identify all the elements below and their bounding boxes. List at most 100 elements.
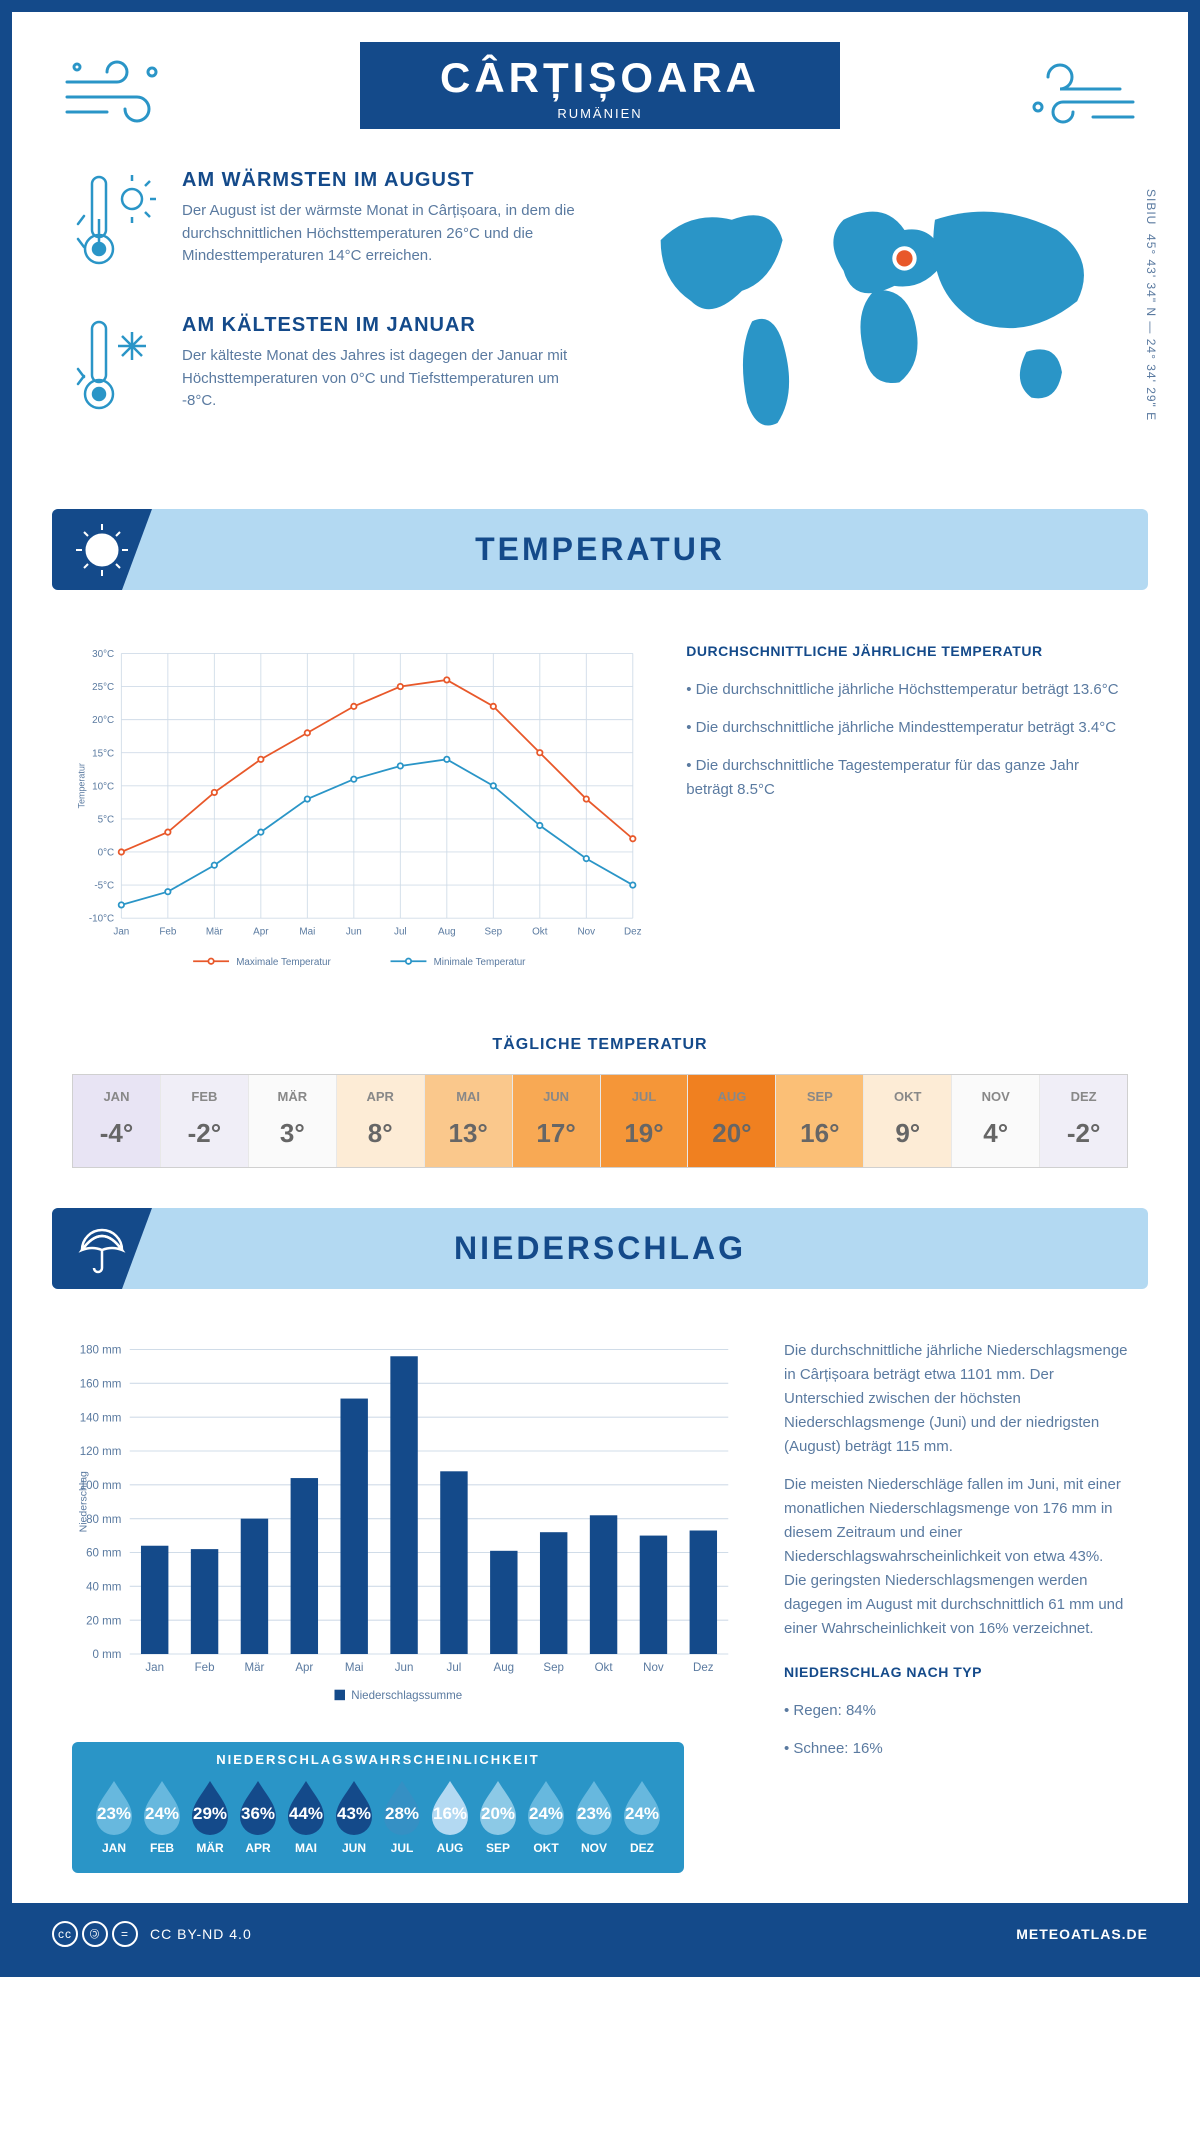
svg-text:Apr: Apr <box>253 926 269 937</box>
svg-text:44%: 44% <box>289 1804 323 1823</box>
svg-text:60 mm: 60 mm <box>86 1548 121 1560</box>
svg-text:Okt: Okt <box>595 1662 614 1674</box>
month-cell: JAN-4° <box>73 1075 161 1167</box>
country-subtitle: RUMÄNIEN <box>440 106 760 121</box>
svg-text:0°C: 0°C <box>98 848 115 859</box>
svg-text:Nov: Nov <box>643 1662 664 1674</box>
svg-text:Jun: Jun <box>395 1662 414 1674</box>
precip-probability-strip: NIEDERSCHLAGSWAHRSCHEINLICHKEIT 23% JAN … <box>72 1742 684 1873</box>
svg-text:Minimale Temperatur: Minimale Temperatur <box>434 957 527 968</box>
svg-text:43%: 43% <box>337 1804 371 1823</box>
month-cell: JUL19° <box>601 1075 689 1167</box>
svg-text:20%: 20% <box>481 1804 515 1823</box>
svg-text:10°C: 10°C <box>92 781 114 792</box>
section-title: TEMPERATUR <box>52 531 1148 568</box>
fact-cold-text: Der kälteste Monat des Jahres ist dagege… <box>182 345 580 413</box>
svg-text:Niederschlag: Niederschlag <box>78 1471 90 1532</box>
svg-text:Sep: Sep <box>485 926 503 937</box>
svg-text:Mai: Mai <box>299 926 315 937</box>
svg-text:Sep: Sep <box>543 1662 564 1674</box>
month-cell: OKT9° <box>864 1075 952 1167</box>
svg-text:Jan: Jan <box>113 926 129 937</box>
daily-temp-strip: JAN-4°FEB-2°MÄR3°APR8°MAI13°JUN17°JUL19°… <box>72 1074 1128 1168</box>
thermometer-snow-icon <box>72 314 162 429</box>
svg-text:Temperatur: Temperatur <box>77 763 87 808</box>
cc-icons: cc🄯= <box>52 1921 138 1947</box>
month-cell: DEZ-2° <box>1040 1075 1127 1167</box>
svg-text:Jun: Jun <box>346 926 362 937</box>
site-name: METEOATLAS.DE <box>1016 1926 1148 1942</box>
svg-text:Feb: Feb <box>195 1662 215 1674</box>
svg-text:0 mm: 0 mm <box>93 1649 122 1661</box>
svg-text:16%: 16% <box>433 1804 467 1823</box>
wind-icon <box>1018 52 1138 137</box>
month-cell: AUG20° <box>688 1075 776 1167</box>
svg-text:23%: 23% <box>97 1804 131 1823</box>
world-map: SIBIU 45° 43' 34" N — 24° 34' 29" E <box>620 169 1128 459</box>
svg-text:160 mm: 160 mm <box>80 1379 122 1391</box>
month-cell: MÄR3° <box>249 1075 337 1167</box>
svg-text:23%: 23% <box>577 1804 611 1823</box>
month-cell: MAI13° <box>425 1075 513 1167</box>
month-cell: APR8° <box>337 1075 425 1167</box>
coordinates: SIBIU 45° 43' 34" N — 24° 34' 29" E <box>1144 189 1158 421</box>
probability-drop: 43% JUN <box>330 1777 378 1855</box>
svg-text:Mär: Mär <box>245 1662 265 1674</box>
svg-text:40 mm: 40 mm <box>86 1582 121 1594</box>
svg-text:Jul: Jul <box>394 926 407 937</box>
svg-text:Aug: Aug <box>438 926 456 937</box>
thermometer-sun-icon <box>72 169 162 284</box>
sun-icon <box>52 509 152 590</box>
svg-text:24%: 24% <box>625 1804 659 1823</box>
month-cell: NOV4° <box>952 1075 1040 1167</box>
daily-temp-title: TÄGLICHE TEMPERATUR <box>12 1036 1188 1054</box>
probability-drop: 44% MAI <box>282 1777 330 1855</box>
svg-text:36%: 36% <box>241 1804 275 1823</box>
temperature-chart: -10°C-5°C0°C5°C10°C15°C20°C25°C30°CJanFe… <box>72 640 646 986</box>
svg-text:Maximale Temperatur: Maximale Temperatur <box>236 957 331 968</box>
probability-drop: 36% APR <box>234 1777 282 1855</box>
probability-drop: 24% FEB <box>138 1777 186 1855</box>
svg-text:Aug: Aug <box>494 1662 515 1674</box>
svg-text:-5°C: -5°C <box>94 881 114 892</box>
svg-text:Feb: Feb <box>159 926 177 937</box>
svg-text:140 mm: 140 mm <box>80 1412 122 1424</box>
svg-text:120 mm: 120 mm <box>80 1446 122 1458</box>
infographic-frame: CÂRȚIȘOARA RUMÄNIEN AM WÄRMSTEN IM AUGUS… <box>0 0 1200 1977</box>
svg-text:Dez: Dez <box>693 1662 714 1674</box>
svg-text:15°C: 15°C <box>92 748 114 759</box>
probability-drop: 23% JAN <box>90 1777 138 1855</box>
header: CÂRȚIȘOARA RUMÄNIEN <box>12 12 1188 139</box>
probability-drop: 24% DEZ <box>618 1777 666 1855</box>
probability-drop: 16% AUG <box>426 1777 474 1855</box>
section-title: NIEDERSCHLAG <box>52 1230 1148 1267</box>
svg-text:Apr: Apr <box>295 1662 313 1674</box>
svg-text:Dez: Dez <box>624 926 642 937</box>
city-title: CÂRȚIȘOARA <box>440 54 760 102</box>
temperature-info: DURCHSCHNITTLICHE JÄHRLICHE TEMPERATUR •… <box>686 640 1128 986</box>
footer: cc🄯= CC BY-ND 4.0 METEOATLAS.DE <box>12 1903 1188 1965</box>
license-text: CC BY-ND 4.0 <box>150 1926 252 1942</box>
probability-drop: 23% NOV <box>570 1777 618 1855</box>
umbrella-icon <box>52 1208 152 1289</box>
probability-drop: 29% MÄR <box>186 1777 234 1855</box>
fact-warmest: AM WÄRMSTEN IM AUGUST Der August ist der… <box>72 169 580 284</box>
month-cell: FEB-2° <box>161 1075 249 1167</box>
svg-text:5°C: 5°C <box>98 814 115 825</box>
svg-text:Niederschlagssumme: Niederschlagssumme <box>351 1690 462 1702</box>
precipitation-info: Die durchschnittliche jährliche Niedersc… <box>784 1339 1128 1873</box>
svg-text:Nov: Nov <box>578 926 596 937</box>
probability-drop: 28% JUL <box>378 1777 426 1855</box>
month-cell: SEP16° <box>776 1075 864 1167</box>
fact-warm-title: AM WÄRMSTEN IM AUGUST <box>182 169 580 192</box>
svg-text:Mär: Mär <box>206 926 224 937</box>
section-temperature: TEMPERATUR <box>52 509 1148 590</box>
svg-text:Jan: Jan <box>145 1662 164 1674</box>
svg-text:-10°C: -10°C <box>89 914 114 925</box>
fact-coldest: AM KÄLTESTEN IM JANUAR Der kälteste Mona… <box>72 314 580 429</box>
month-cell: JUN17° <box>513 1075 601 1167</box>
svg-text:30°C: 30°C <box>92 649 114 660</box>
fact-cold-title: AM KÄLTESTEN IM JANUAR <box>182 314 580 337</box>
probability-drop: 24% OKT <box>522 1777 570 1855</box>
title-ribbon: CÂRȚIȘOARA RUMÄNIEN <box>360 42 840 129</box>
